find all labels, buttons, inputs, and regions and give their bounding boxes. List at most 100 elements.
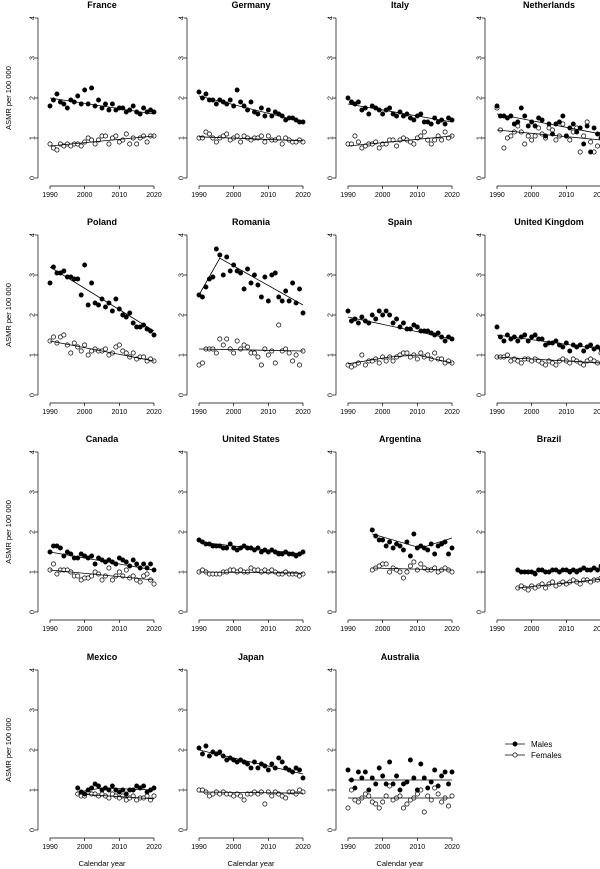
- female-point: [210, 135, 216, 141]
- panel-australia: Australia 0 1 2 3 4 1990 2000 2010 2020 Calendar y…: [328, 652, 460, 868]
- y-tick-label: 1: [30, 788, 37, 792]
- male-point: [123, 314, 129, 320]
- female-point: [588, 139, 594, 145]
- y-tick-label: 1: [477, 136, 484, 140]
- male-point: [245, 761, 250, 767]
- male-point: [290, 280, 296, 286]
- x-tick-label: 2010: [261, 192, 277, 199]
- male-point: [432, 767, 438, 773]
- male-trend-line: [198, 541, 304, 555]
- y-tick-label: 3: [328, 56, 335, 60]
- female-point: [418, 133, 424, 139]
- y-tick-label: 3: [30, 273, 37, 277]
- x-tick-label: 2000: [77, 192, 93, 199]
- female-point: [508, 133, 514, 139]
- x-tick-label: 2020: [295, 409, 311, 416]
- male-point: [265, 107, 271, 113]
- male-point: [366, 787, 372, 793]
- male-point: [148, 561, 153, 567]
- male-point: [130, 103, 136, 109]
- y-tick-label: 0: [179, 828, 186, 832]
- female-point: [290, 358, 296, 364]
- male-point: [47, 280, 53, 286]
- male-point: [411, 531, 417, 537]
- male-point: [563, 133, 569, 139]
- y-tick-label: 3: [477, 56, 484, 60]
- female-point: [151, 581, 157, 587]
- female-point: [61, 332, 67, 338]
- legend-label: Females: [531, 751, 562, 760]
- y-tick-label: 4: [179, 233, 186, 237]
- y-tick-label: 2: [179, 748, 186, 752]
- y-tick-label: 1: [179, 136, 186, 140]
- y-tick-label: 2: [179, 530, 186, 534]
- y-tick-label: 0: [179, 393, 186, 397]
- male-point: [355, 769, 361, 775]
- x-tick-label: 2000: [524, 626, 540, 633]
- male-point: [255, 545, 261, 551]
- male-point: [286, 298, 292, 304]
- male-point: [428, 779, 434, 785]
- x-tick-label: 1990: [42, 192, 58, 199]
- male-point: [418, 761, 424, 767]
- y-tick-label: 2: [30, 96, 37, 100]
- panel-france: France 0 1 2 3 4 1990 2000 2010 2020 ASMR per 100 …: [4, 0, 162, 199]
- y-tick-label: 2: [328, 748, 335, 752]
- female-trend-line: [49, 135, 155, 147]
- female-point: [432, 565, 438, 571]
- male-point: [75, 276, 81, 282]
- y-tick-label: 4: [477, 16, 484, 20]
- male-point: [369, 312, 375, 318]
- x-tick-label: 2000: [375, 626, 391, 633]
- x-tick-label: 2010: [559, 409, 575, 416]
- y-tick-label: 2: [328, 313, 335, 317]
- female-point: [355, 799, 361, 805]
- male-point: [78, 292, 84, 298]
- male-point: [272, 270, 278, 276]
- y-tick-label: 2: [30, 313, 37, 317]
- y-tick-label: 1: [30, 136, 37, 140]
- female-point: [349, 141, 354, 147]
- panel-romania: Romania 0 1 2 3 4 1990 2000 2010 2020: [179, 217, 311, 416]
- female-point: [553, 362, 559, 368]
- female-point: [411, 559, 417, 565]
- legend-marker: [512, 741, 518, 747]
- male-point: [300, 549, 306, 555]
- female-trend-line: [198, 791, 304, 794]
- y-tick-label: 2: [477, 530, 484, 534]
- panel-japan: Japan 0 1 2 3 4 1990 2000 2010 2020 Calendar year: [179, 652, 311, 868]
- male-point: [241, 286, 247, 292]
- x-tick-label: 2010: [261, 409, 277, 416]
- female-point: [414, 356, 420, 362]
- male-point: [75, 93, 81, 99]
- panel-title: Mexico: [87, 652, 118, 662]
- panel-united-kingdom: United Kingdom 0 1 2 3 4 1990 2000 2010 2020: [477, 217, 600, 416]
- female-point: [103, 133, 108, 139]
- male-point: [54, 91, 60, 97]
- female-point: [103, 346, 108, 352]
- x-tick-label: 2020: [295, 844, 311, 851]
- male-point: [397, 787, 403, 793]
- female-trend-line: [49, 340, 155, 362]
- y-tick-label: 4: [477, 450, 484, 454]
- male-point: [432, 551, 438, 557]
- male-point: [369, 527, 375, 533]
- female-point: [397, 569, 403, 575]
- panel-argentina: Argentina 0 1 2 3 4 1990 2000 2010 2020: [328, 434, 460, 633]
- female-point: [265, 352, 271, 358]
- y-tick-label: 3: [179, 56, 186, 60]
- male-point: [442, 769, 448, 775]
- male-point: [130, 557, 136, 563]
- male-point: [449, 117, 455, 123]
- male-point: [255, 282, 261, 288]
- male-point: [64, 105, 70, 111]
- female-point: [109, 577, 115, 583]
- female-point: [258, 362, 264, 368]
- y-tick-label: 0: [328, 393, 335, 397]
- female-point: [85, 352, 91, 358]
- male-point: [227, 97, 233, 103]
- x-tick-label: 2000: [226, 192, 242, 199]
- x-tick-label: 2020: [295, 192, 311, 199]
- female-point: [553, 137, 559, 143]
- legend-label: Males: [531, 740, 552, 749]
